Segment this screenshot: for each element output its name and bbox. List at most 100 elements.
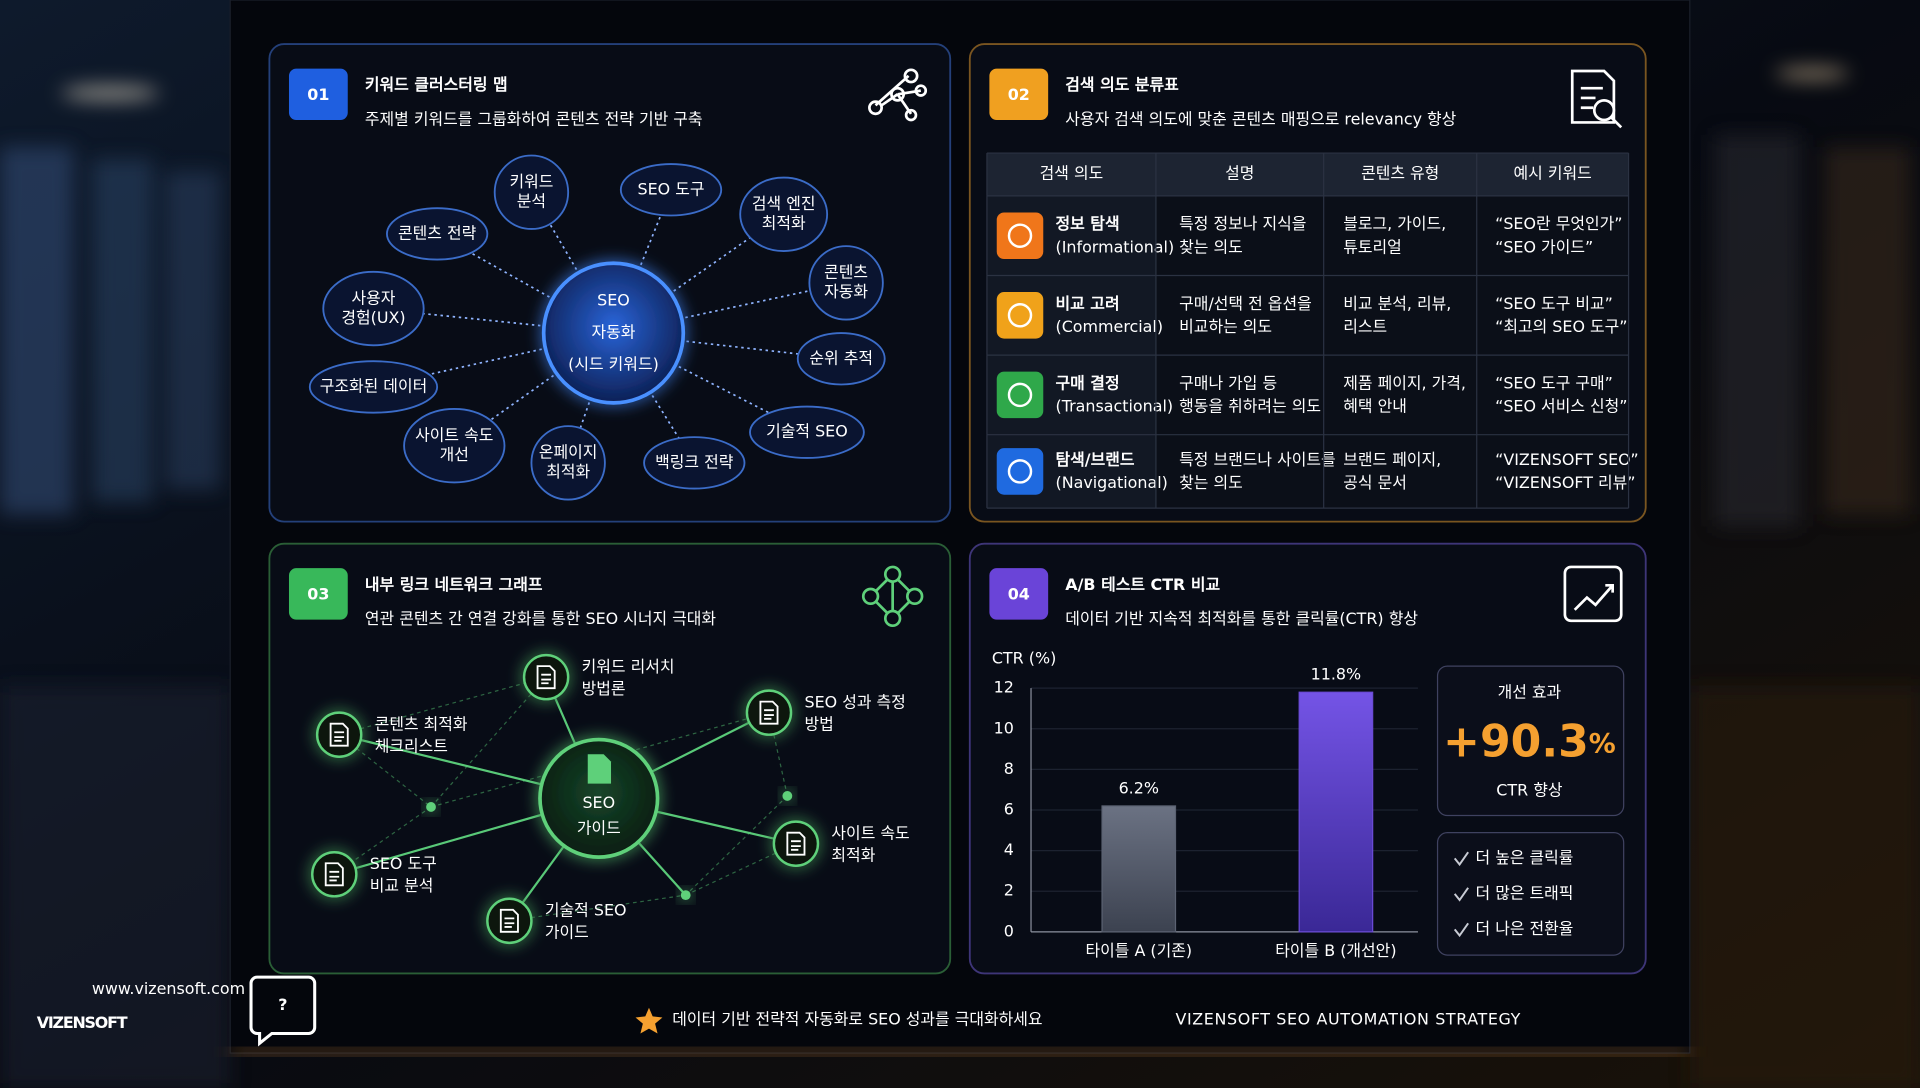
- table-cell: “VIZENSOFT 리뷰”: [1495, 473, 1635, 492]
- network-link-secondary: [685, 843, 797, 896]
- panel-number: 03: [307, 585, 329, 604]
- network-node-label: 방법론: [582, 679, 626, 698]
- network-center: [538, 737, 660, 859]
- network-node: [522, 653, 570, 701]
- footer-tagline: 데이터 기반 전략적 자동화로 SEO 성과를 극대화하세요: [672, 1010, 1042, 1029]
- table-header: 콘텐츠 유형: [1361, 163, 1439, 182]
- table-row-bg: [1155, 275, 1629, 356]
- cluster-node: [808, 245, 884, 321]
- table-cell: “SEO 도구 비교”: [1495, 294, 1613, 313]
- panel-subtitle: 주제별 키워드를 그룹화하여 콘텐츠 전략 기반 구축: [365, 110, 703, 129]
- cluster-node: [386, 207, 489, 261]
- cluster-node: [739, 176, 829, 252]
- icon-node: [906, 587, 924, 606]
- network-dot: [782, 791, 793, 801]
- panel-subtitle: 사용자 검색 의도에 맞춘 콘텐츠 매핑으로 relevancy 향상: [1065, 110, 1456, 129]
- icon-node: [903, 68, 919, 84]
- cluster-node: [308, 360, 439, 414]
- cluster-node-label: 검색 엔진: [752, 194, 816, 213]
- cluster-node-label: SEO 도구: [638, 179, 705, 198]
- brand-url: www.vizensoft.com: [92, 979, 245, 998]
- icon-node: [883, 565, 902, 583]
- intent-icon: [996, 371, 1044, 419]
- cluster-node: [530, 425, 606, 501]
- cluster-node-label: 구조화된 데이터: [320, 376, 428, 395]
- table-cell: 구매/선택 전 옵션을: [1179, 294, 1312, 313]
- table-cell: 비교하는 의도: [1179, 317, 1272, 336]
- cluster-node-label: 콘텐츠: [824, 263, 868, 282]
- table-cell: 혜택 안내: [1343, 397, 1407, 416]
- icon-node: [904, 108, 918, 122]
- icon-document: [1570, 69, 1616, 124]
- table-cell: 리스트: [1343, 317, 1387, 336]
- intent-icon-glyph: [1007, 382, 1033, 408]
- intent-icon-glyph: [1007, 459, 1033, 484]
- network-node-label: 비교 분석: [370, 876, 434, 895]
- icon-magnifier-handle: [1610, 116, 1623, 129]
- panel-number: 04: [1008, 585, 1030, 604]
- cluster-node-label: 최적화: [546, 462, 590, 481]
- icon-node: [883, 609, 902, 628]
- bar: [1101, 805, 1177, 933]
- panel-title: 내부 링크 네트워크 그래프: [365, 575, 543, 594]
- intent-icon: [996, 292, 1044, 339]
- table-cell: 특정 브랜드나 사이트를: [1179, 450, 1335, 469]
- cluster-node-label: 분석: [517, 192, 546, 211]
- benefits-box: [1436, 832, 1625, 956]
- check-icon: [1453, 851, 1469, 867]
- x-tick-label: 타이틀 A (기존): [1085, 941, 1192, 960]
- check-icon: [1453, 922, 1469, 938]
- cluster-node: [493, 154, 570, 230]
- x-tick-label: 타이틀 B (개선안): [1275, 941, 1396, 960]
- improvement-number: +90.3: [1443, 716, 1589, 767]
- cluster-center-label: (시드 키워드): [568, 354, 659, 373]
- cluster-node: [403, 408, 506, 484]
- y-tick-label: 10: [994, 718, 1014, 737]
- network-node-label: 사이트 속도: [831, 823, 909, 842]
- panel-badge: [989, 68, 1049, 121]
- network-dot: [680, 890, 691, 901]
- table-header-bg: [986, 153, 1629, 196]
- panel-subtitle: 데이터 기반 지속적 최적화를 통한 클릭률(CTR) 향상: [1065, 609, 1418, 628]
- y-tick-label: 4: [1004, 840, 1014, 859]
- panel-subtitle: 연관 콘텐츠 간 연결 강화를 통한 SEO 시너지 극대화: [365, 609, 717, 628]
- cluster-node: [322, 270, 425, 347]
- cluster-node-label: 온페이지: [539, 443, 598, 462]
- cluster-node-label: 기술적 SEO: [766, 422, 848, 441]
- network-center-label: SEO: [582, 793, 615, 812]
- cluster-node-label: 키워드: [509, 172, 553, 191]
- network-node-label: 가이드: [545, 923, 589, 942]
- table-cell: 구매나 가입 등: [1179, 373, 1277, 392]
- cluster-node: [643, 436, 746, 490]
- intent-name: 탐색/브랜드: [1056, 450, 1135, 469]
- intent-name: 구매 결정: [1056, 373, 1120, 392]
- y-tick-label: 0: [1004, 921, 1014, 940]
- panel-badge: [288, 68, 348, 121]
- cluster-node-label: 사이트 속도: [415, 425, 493, 444]
- cluster-node: [749, 405, 865, 459]
- table-cell: “SEO 가이드”: [1495, 237, 1593, 256]
- network-link-secondary: [509, 894, 686, 922]
- network-center-icon: [587, 754, 612, 784]
- table-cell: 공식 문서: [1343, 473, 1407, 492]
- board-glow: [230, 1048, 1690, 1056]
- cluster-link: [373, 332, 614, 388]
- cluster-node-label: 사용자: [352, 288, 396, 307]
- intent-english: (Navigational): [1056, 473, 1168, 492]
- network-node-label: SEO 도구: [370, 854, 437, 873]
- axis-title: CTR (%): [992, 648, 1056, 667]
- office-windows: [0, 67, 1920, 1088]
- intent-english: (Informational): [1056, 237, 1175, 256]
- icon-node: [914, 84, 928, 97]
- table-cell: “SEO 도구 구매”: [1495, 373, 1613, 392]
- intent-icon-glyph: [1007, 303, 1033, 328]
- cluster-node-label: 자동화: [824, 282, 868, 301]
- icon-node: [861, 587, 880, 606]
- panel-title: 검색 의도 분류표: [1065, 75, 1179, 94]
- network-link-secondary: [338, 734, 432, 808]
- network-link-secondary: [685, 795, 788, 896]
- panel-badge: [288, 568, 348, 620]
- icon-frame: [1563, 565, 1623, 623]
